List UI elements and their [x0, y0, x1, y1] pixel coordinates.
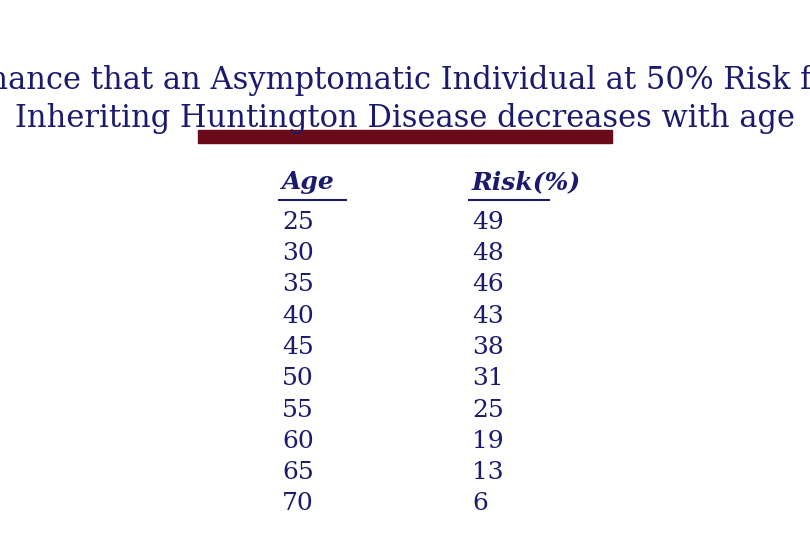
Text: 30: 30 — [282, 242, 314, 265]
Text: 25: 25 — [472, 399, 504, 422]
Text: 43: 43 — [472, 305, 504, 328]
Text: 38: 38 — [472, 336, 504, 359]
Text: 45: 45 — [282, 336, 314, 359]
Text: 46: 46 — [472, 273, 504, 296]
Text: 49: 49 — [472, 211, 504, 234]
Text: 65: 65 — [282, 461, 314, 484]
Text: 25: 25 — [282, 211, 314, 234]
Text: 48: 48 — [472, 242, 504, 265]
Text: 31: 31 — [472, 367, 504, 390]
Text: Risk(%): Risk(%) — [472, 170, 582, 194]
Text: 6: 6 — [472, 492, 488, 516]
Text: 50: 50 — [282, 367, 314, 390]
Text: 60: 60 — [282, 430, 314, 453]
Text: 40: 40 — [282, 305, 314, 328]
Text: Age: Age — [282, 170, 335, 194]
Text: 19: 19 — [472, 430, 504, 453]
Text: 35: 35 — [282, 273, 314, 296]
Text: 70: 70 — [282, 492, 314, 516]
Text: 55: 55 — [282, 399, 314, 422]
Text: Chance that an Asymptomatic Individual at 50% Risk for
Inheriting Huntington Dis: Chance that an Asymptomatic Individual a… — [0, 65, 810, 134]
FancyBboxPatch shape — [198, 130, 612, 143]
Text: 13: 13 — [472, 461, 504, 484]
